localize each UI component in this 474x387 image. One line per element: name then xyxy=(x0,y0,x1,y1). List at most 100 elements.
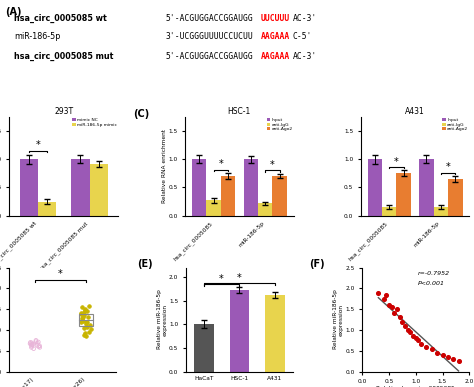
Point xyxy=(78,317,85,323)
Text: 3'-UCGGGUUUUCCUCUU: 3'-UCGGGUUUUCCUCUU xyxy=(166,32,254,41)
Point xyxy=(391,310,398,317)
Bar xyxy=(396,173,411,216)
Point xyxy=(78,315,86,321)
Point xyxy=(407,329,414,335)
Point xyxy=(401,323,409,329)
Bar xyxy=(382,207,396,216)
Text: *: * xyxy=(219,159,223,170)
Point xyxy=(80,312,88,319)
Text: AC-3': AC-3' xyxy=(293,14,317,22)
Point xyxy=(444,354,452,360)
Text: (A): (A) xyxy=(5,7,21,17)
Point xyxy=(404,327,411,333)
Point xyxy=(34,340,41,346)
Point xyxy=(27,339,34,346)
Text: (E): (E) xyxy=(137,259,152,269)
Point xyxy=(80,332,88,338)
Point xyxy=(26,341,34,347)
Point xyxy=(28,340,36,346)
Bar xyxy=(192,159,206,216)
Point xyxy=(383,291,390,298)
Point xyxy=(83,324,91,330)
Point xyxy=(79,314,86,320)
Text: *: * xyxy=(219,274,224,284)
Point xyxy=(85,303,92,309)
Text: *: * xyxy=(394,156,399,166)
Point xyxy=(27,341,35,348)
Text: AAGAAA: AAGAAA xyxy=(261,32,290,41)
Point xyxy=(417,341,425,348)
Point xyxy=(87,326,94,332)
Text: hsa_circ_0005085 mut: hsa_circ_0005085 mut xyxy=(14,52,113,61)
Point xyxy=(410,333,417,339)
Text: AAGAAA: AAGAAA xyxy=(261,52,290,61)
X-axis label: Relative hsa_circ_0005085
expression: Relative hsa_circ_0005085 expression xyxy=(376,385,455,387)
Point xyxy=(82,320,90,327)
Title: HSC-1: HSC-1 xyxy=(228,107,251,116)
Text: AC-3': AC-3' xyxy=(293,52,317,61)
Point xyxy=(385,302,393,308)
Bar xyxy=(79,313,93,326)
Point xyxy=(81,309,88,315)
Point xyxy=(29,341,37,347)
Point xyxy=(85,329,93,335)
Text: *: * xyxy=(58,269,63,279)
Point xyxy=(84,313,91,320)
Point xyxy=(449,356,457,362)
Point xyxy=(78,304,86,310)
Bar xyxy=(221,176,235,216)
Point xyxy=(412,335,419,341)
Legend: Input, anti-IgG, anti-Ago2: Input, anti-IgG, anti-Ago2 xyxy=(266,117,293,132)
Title: A431: A431 xyxy=(405,107,425,116)
Point xyxy=(32,339,40,345)
Point xyxy=(82,330,89,336)
Text: P<0.001: P<0.001 xyxy=(418,281,445,286)
Bar xyxy=(273,176,287,216)
Point xyxy=(78,319,85,325)
Bar xyxy=(206,200,221,216)
Text: (F): (F) xyxy=(309,259,325,269)
Point xyxy=(428,346,436,352)
Y-axis label: Relative miR-186-5p
expression: Relative miR-186-5p expression xyxy=(157,289,167,349)
Text: (C): (C) xyxy=(133,109,149,119)
Legend: mimic NC, miR-186-5p mimic: mimic NC, miR-186-5p mimic xyxy=(72,117,118,127)
Text: UUCUUU: UUCUUU xyxy=(261,14,290,22)
Point xyxy=(423,344,430,350)
Point xyxy=(28,342,36,348)
Bar xyxy=(38,202,56,216)
Point xyxy=(388,304,395,310)
Bar xyxy=(367,159,382,216)
Text: C-5': C-5' xyxy=(293,32,312,41)
Text: *: * xyxy=(36,140,40,150)
Point xyxy=(82,319,90,325)
Point xyxy=(433,350,441,356)
Point xyxy=(77,311,85,317)
Point xyxy=(27,344,35,351)
Point xyxy=(35,339,42,345)
Point xyxy=(82,333,90,339)
Point xyxy=(33,342,41,348)
Point xyxy=(79,318,87,324)
Point xyxy=(77,310,85,317)
Text: r=-0.7952: r=-0.7952 xyxy=(418,271,450,276)
Y-axis label: Relative miR-186-5p
expression: Relative miR-186-5p expression xyxy=(333,289,344,349)
Point xyxy=(399,319,406,325)
Text: *: * xyxy=(446,162,450,172)
Bar xyxy=(434,207,448,216)
Point xyxy=(36,342,43,349)
Point xyxy=(396,314,403,320)
Text: *: * xyxy=(237,273,242,283)
Text: 5'-ACGUGGACCGGAUGG: 5'-ACGUGGACCGGAUGG xyxy=(166,14,254,22)
Point xyxy=(35,344,43,350)
Point xyxy=(83,308,91,314)
Bar xyxy=(258,203,273,216)
Point xyxy=(439,352,447,358)
Point xyxy=(82,307,89,313)
Point xyxy=(374,289,382,296)
Point xyxy=(415,337,422,343)
Point xyxy=(82,306,89,312)
Point xyxy=(28,343,36,349)
Title: 293T: 293T xyxy=(54,107,73,116)
Point xyxy=(36,344,44,351)
Bar xyxy=(419,159,434,216)
